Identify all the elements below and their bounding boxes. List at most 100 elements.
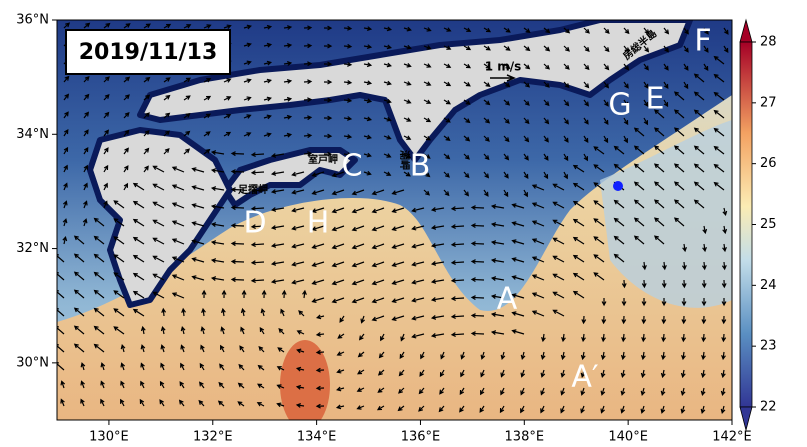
current-arrow	[681, 351, 686, 361]
current-arrow	[563, 27, 571, 34]
current-arrow	[552, 183, 565, 191]
current-arrow	[503, 99, 511, 106]
current-arrow	[93, 271, 105, 281]
x-tick-label: 132°E	[193, 430, 233, 445]
current-arrow	[500, 387, 505, 396]
current-arrow	[643, 81, 649, 89]
current-arrow	[419, 369, 425, 377]
current-arrow	[663, 99, 669, 108]
current-arrow	[511, 221, 525, 227]
current-arrow	[523, 63, 531, 70]
current-arrow	[403, 81, 412, 86]
current-arrow	[643, 27, 650, 35]
current-arrow	[363, 116, 373, 122]
current-arrow	[270, 225, 285, 230]
current-arrow	[702, 225, 708, 235]
current-arrow	[343, 43, 353, 49]
current-arrow	[83, 111, 90, 119]
current-arrow	[613, 253, 625, 263]
colorbar-tick-label: 28	[760, 35, 777, 50]
current-arrow	[640, 351, 646, 361]
current-arrow	[93, 289, 105, 299]
current-arrow	[411, 207, 425, 213]
current-arrow	[641, 315, 647, 325]
current-arrow	[391, 207, 405, 213]
current-arrow	[523, 81, 531, 88]
current-arrow	[250, 260, 265, 266]
current-arrow	[560, 405, 565, 414]
current-arrow	[633, 217, 645, 227]
current-arrow	[263, 42, 273, 48]
current-arrow	[701, 261, 707, 271]
current-arrow	[531, 274, 545, 281]
current-arrow	[623, 99, 629, 107]
current-arrow	[343, 79, 353, 85]
current-arrow	[210, 204, 225, 209]
current-arrow	[693, 163, 705, 173]
current-arrow	[218, 381, 225, 389]
current-arrow	[613, 217, 625, 227]
current-arrow	[423, 117, 432, 123]
current-arrow	[603, 135, 609, 144]
current-arrow	[250, 278, 265, 284]
current-arrow	[443, 27, 452, 32]
current-arrow	[351, 297, 365, 304]
current-arrow	[443, 99, 452, 105]
current-arrow	[276, 366, 285, 371]
current-arrow	[311, 261, 325, 267]
current-arrow	[490, 222, 505, 227]
colorbar-bar	[739, 41, 753, 408]
current-arrow	[673, 145, 685, 155]
current-arrow	[470, 313, 485, 319]
current-arrow	[210, 186, 225, 191]
x-tick-label: 142°E	[712, 430, 752, 445]
current-arrow	[603, 63, 610, 71]
current-arrow	[62, 200, 68, 209]
current-arrow	[703, 27, 709, 35]
current-arrow	[183, 95, 191, 101]
current-arrow	[270, 189, 285, 194]
current-arrow	[263, 114, 272, 120]
current-arrow	[123, 111, 130, 119]
current-arrow	[633, 127, 645, 137]
current-arrow	[103, 182, 108, 191]
current-arrow	[722, 207, 728, 217]
current-arrow	[336, 386, 345, 392]
map-area	[57, 20, 732, 420]
current-arrow	[653, 181, 665, 191]
current-arrow	[541, 333, 546, 343]
current-arrow	[511, 311, 525, 317]
current-arrow	[259, 326, 265, 335]
current-arrow	[270, 279, 285, 284]
current-arrow	[191, 167, 205, 173]
current-arrow	[543, 171, 549, 180]
current-arrow	[336, 368, 345, 374]
current-arrow	[371, 315, 385, 322]
current-arrow	[239, 345, 245, 353]
current-arrow	[503, 117, 510, 124]
current-arrow	[572, 164, 585, 173]
current-arrow	[280, 308, 285, 317]
current-arrow	[490, 258, 505, 263]
current-arrow	[552, 201, 565, 209]
current-arrow	[593, 200, 605, 209]
current-arrow	[159, 399, 165, 407]
current-arrow	[93, 343, 105, 353]
current-arrow	[171, 238, 185, 245]
current-arrow	[623, 81, 629, 89]
current-arrow	[230, 169, 245, 175]
current-arrow	[673, 199, 685, 209]
current-arrow	[278, 328, 285, 335]
current-arrow	[713, 73, 725, 83]
current-arrow	[198, 399, 205, 407]
current-arrow	[681, 297, 687, 307]
land-kyushu	[87, 127, 233, 308]
current-arrow	[620, 369, 626, 379]
current-arrow	[580, 369, 586, 378]
current-arrow	[603, 99, 609, 107]
site-label: G	[608, 88, 631, 123]
current-arrow	[270, 171, 285, 176]
current-arrow	[315, 385, 325, 391]
current-arrow	[613, 235, 625, 245]
current-arrow	[531, 292, 545, 299]
